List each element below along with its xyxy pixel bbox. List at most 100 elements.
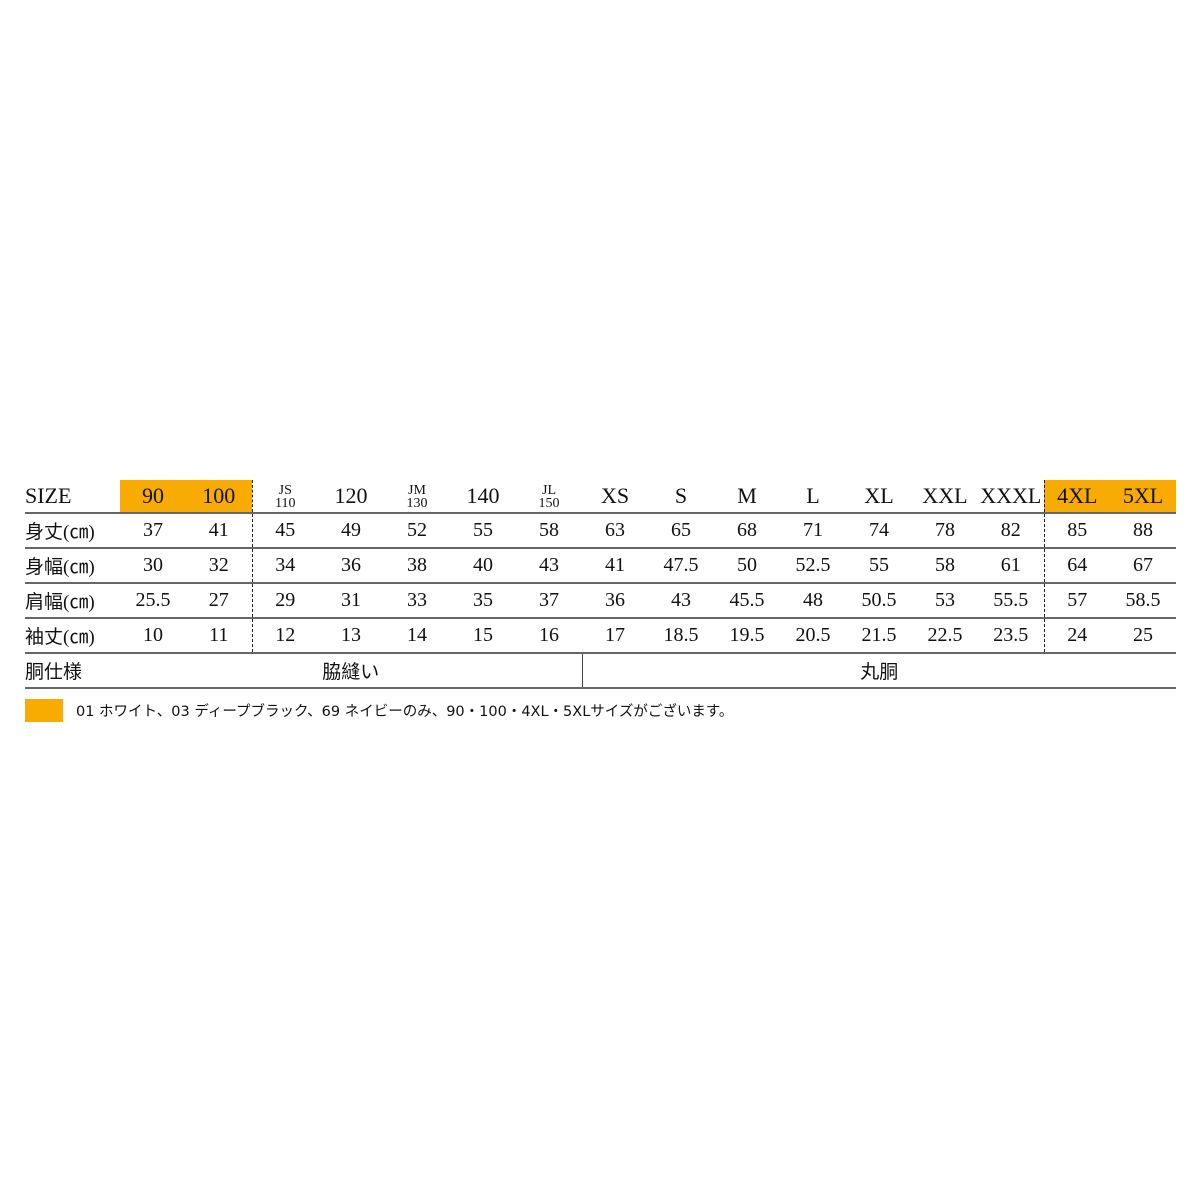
table-cell: 61: [978, 548, 1045, 584]
table-cell: 23.5: [978, 618, 1045, 654]
size-header: S: [648, 480, 714, 514]
table-cell: 58.5: [1110, 583, 1176, 619]
table-cell: 37: [120, 513, 186, 549]
table-cell: 58: [516, 513, 582, 549]
footnote: 01 ホワイト、03 ディープブラック、69 ネイビーのみ、90・100・4XL…: [25, 699, 733, 722]
table-cell: 17: [582, 618, 648, 654]
size-header: XXL: [912, 480, 978, 514]
size-header: JM 130: [384, 480, 450, 514]
table-cell: 16: [516, 618, 582, 654]
table-cell: 45: [252, 513, 318, 549]
table-cell: 37: [516, 583, 582, 619]
table-cell: 48: [780, 583, 846, 619]
table-cell: 19.5: [714, 618, 780, 654]
table-cell: 25: [1110, 618, 1176, 654]
size-header-stacked: JM 130: [406, 482, 428, 511]
table-cell: 33: [384, 583, 450, 619]
table-cell: 14: [384, 618, 450, 654]
table-cell: 52.5: [780, 548, 846, 584]
size-header: JL 150: [516, 480, 582, 514]
size-number: 150: [538, 495, 560, 511]
size-chart-table: SIZE 90 100 JS 110 120 JM 130 140 JL 150 XS S M L XL XXL…: [25, 480, 1176, 689]
table-cell: 38: [384, 548, 450, 584]
table-cell: 68: [714, 513, 780, 549]
size-number: 130: [406, 495, 428, 511]
table-cell: 58: [912, 548, 978, 584]
body-spec-row: 胴仕様 脇縫い 丸胴: [25, 653, 1176, 689]
size-header: 120: [318, 480, 384, 514]
table-cell: 55.5: [978, 583, 1045, 619]
table-cell: 50.5: [846, 583, 912, 619]
table-cell: 15: [450, 618, 516, 654]
size-header: 100: [186, 480, 253, 514]
table-cell: 65: [648, 513, 714, 549]
size-header-label: SIZE: [25, 480, 120, 514]
table-row: 身丈(㎝) 37 41 45 49 52 55 58 63 65 68 71 74 78 82 85 88: [25, 513, 1176, 549]
size-header: M: [714, 480, 780, 514]
table-cell: 34: [252, 548, 318, 584]
size-header: L: [780, 480, 846, 514]
side-seam-cell: 脇縫い: [120, 653, 583, 689]
table-cell: 57: [1044, 583, 1110, 619]
table-cell: 21.5: [846, 618, 912, 654]
table-cell: 30: [120, 548, 186, 584]
size-header: XS: [582, 480, 648, 514]
table-cell: 82: [978, 513, 1045, 549]
table-cell: 43: [648, 583, 714, 619]
table-cell: 36: [318, 548, 384, 584]
size-header-stacked: JS 110: [275, 482, 295, 510]
table-cell: 11: [186, 618, 253, 654]
table-cell: 71: [780, 513, 846, 549]
table-cell: 10: [120, 618, 186, 654]
size-code: JS: [278, 482, 292, 498]
table-cell: 74: [846, 513, 912, 549]
table-cell: 18.5: [648, 618, 714, 654]
table-cell: 85: [1044, 513, 1110, 549]
size-header: JS 110: [252, 480, 318, 514]
table-cell: 12: [252, 618, 318, 654]
highlight-legend-swatch: [25, 699, 63, 722]
table-cell: 29: [252, 583, 318, 619]
table-row: 袖丈(㎝) 10 11 12 13 14 15 16 17 18.5 19.5 20.5 21.5 22.…: [25, 618, 1176, 654]
table-cell: 55: [450, 513, 516, 549]
row-label: 身幅(㎝): [25, 548, 120, 584]
size-header-stacked: JL 150: [538, 482, 560, 511]
table-cell: 41: [582, 548, 648, 584]
header-row: SIZE 90 100 JS 110 120 JM 130 140 JL 150 XS S M L XL XXL…: [25, 480, 1176, 514]
table-cell: 78: [912, 513, 978, 549]
table-row: 肩幅(㎝) 25.5 27 29 31 33 35 37 36 43 45.5 48 50.5 53 55.…: [25, 583, 1176, 619]
table-cell: 63: [582, 513, 648, 549]
table-cell: 36: [582, 583, 648, 619]
size-code: JM: [408, 482, 426, 498]
size-header: XL: [846, 480, 912, 514]
table-cell: 53: [912, 583, 978, 619]
table-cell: 50: [714, 548, 780, 584]
table-cell: 64: [1044, 548, 1110, 584]
size-header: 4XL: [1044, 480, 1110, 514]
table-cell: 49: [318, 513, 384, 549]
table-row: 身幅(㎝) 30 32 34 36 38 40 43 41 47.5 50 52.5 55 58 61 64 6…: [25, 548, 1176, 584]
size-header: 140: [450, 480, 516, 514]
table-cell: 88: [1110, 513, 1176, 549]
table-cell: 41: [186, 513, 253, 549]
table-cell: 20.5: [780, 618, 846, 654]
table-cell: 52: [384, 513, 450, 549]
size-header: 5XL: [1110, 480, 1176, 514]
body-spec-label: 胴仕様: [25, 653, 120, 689]
table-cell: 55: [846, 548, 912, 584]
table-cell: 40: [450, 548, 516, 584]
size-code: JL: [542, 482, 556, 498]
row-label: 袖丈(㎝): [25, 618, 120, 654]
table-cell: 27: [186, 583, 253, 619]
table-cell: 67: [1110, 548, 1176, 584]
table-cell: 25.5: [120, 583, 186, 619]
table-cell: 35: [450, 583, 516, 619]
size-header: 90: [120, 480, 186, 514]
table-cell: 13: [318, 618, 384, 654]
table-cell: 31: [318, 583, 384, 619]
table-cell: 22.5: [912, 618, 978, 654]
table-cell: 32: [186, 548, 253, 584]
footnote-text: 01 ホワイト、03 ディープブラック、69 ネイビーのみ、90・100・4XL…: [76, 704, 734, 720]
table-cell: 24: [1044, 618, 1110, 654]
tubular-cell: 丸胴: [582, 653, 1176, 689]
